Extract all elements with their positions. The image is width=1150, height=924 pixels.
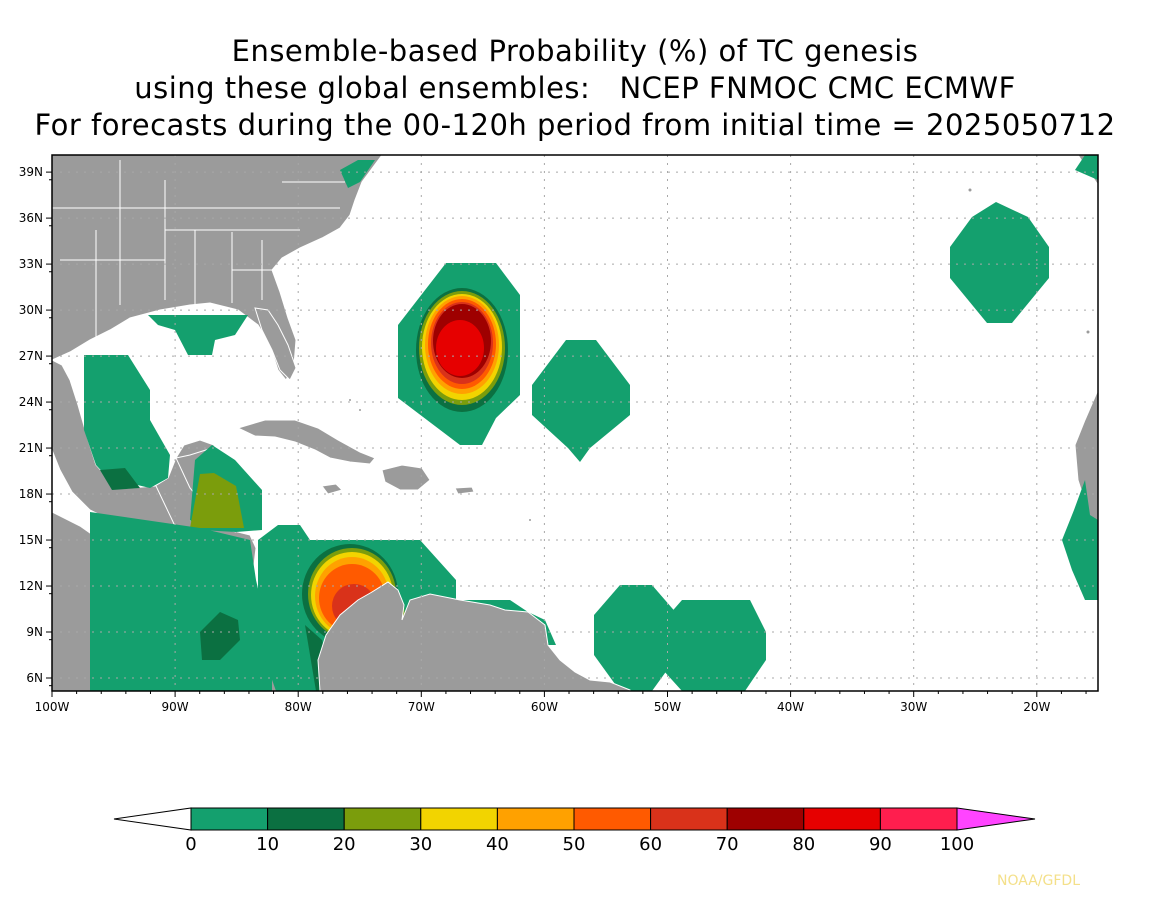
map-title-line-3: For forecasts during the 00-120h period … — [34, 108, 1116, 142]
lat-label: 24N — [19, 395, 43, 409]
lon-label: 90W — [162, 700, 189, 714]
colorbar: 0 10 20 30 40 50 60 70 80 90 100 — [113, 807, 1036, 855]
map-title-line-1: Ensemble-based Probability (%) of TC gen… — [231, 34, 919, 68]
colorbar-swatch — [420, 807, 498, 831]
florida — [254, 307, 297, 381]
prob-region-gulf-north — [148, 315, 248, 355]
prob-region-pacific-core — [200, 612, 240, 660]
prob-region-gulf-west-core — [100, 468, 140, 490]
map-title-line-2: using these global ensembles: NCEP FNMOC… — [134, 71, 1016, 105]
lon-label: 30W — [900, 700, 927, 714]
lon-label: 40W — [777, 700, 804, 714]
lat-label: 15N — [19, 533, 43, 547]
latitude-labels: 39N 36N 33N 30N 27N 24N 21N 18N 15N 12N 9N 6N — [19, 165, 43, 685]
colorbar-label: 80 — [792, 834, 815, 855]
colorbar-swatch — [267, 807, 345, 831]
colorbar-label: 60 — [639, 834, 662, 855]
lon-label: 70W — [408, 700, 435, 714]
colorbar-label: 0 — [185, 834, 196, 855]
colorbar-under — [113, 807, 192, 831]
map-grid — [52, 155, 1098, 691]
colorbar-swatch — [803, 807, 881, 831]
longitude-labels: 100W 90W 80W 70W 60W 50W 40W 30W 20W — [35, 700, 1051, 714]
jamaica — [321, 483, 343, 495]
lat-label: 30N — [19, 303, 43, 317]
prob-region-tropical-east — [654, 600, 766, 691]
puerto-rico — [454, 486, 475, 495]
prob-region-gulf-west — [84, 355, 170, 488]
lat-label: 33N — [19, 257, 43, 271]
colorbar-swatch — [190, 807, 269, 831]
colorbar-swatch — [343, 807, 422, 831]
prob-region-pacific-west — [90, 512, 272, 691]
land-overlay — [236, 419, 631, 691]
lon-label: 20W — [1023, 700, 1050, 714]
colorbar-swatch — [879, 807, 958, 831]
colorbar-label: 30 — [409, 834, 432, 855]
prob-system-atlantic-north — [398, 263, 520, 445]
colorbar-label: 10 — [256, 834, 279, 855]
lat-label: 36N — [19, 211, 43, 225]
colorbar-label: 70 — [716, 834, 739, 855]
colorbar-label: 90 — [869, 834, 892, 855]
colorbar-swatch — [496, 807, 575, 831]
lat-label: 27N — [19, 349, 43, 363]
colorbar-label: 40 — [486, 834, 509, 855]
lat-label: 39N — [19, 165, 43, 179]
colorbar-over — [956, 807, 1036, 831]
colorbar-swatch — [650, 807, 728, 831]
prob-region-mid-atlantic — [340, 160, 375, 188]
lon-label: 80W — [285, 700, 312, 714]
prob-region-africa-north — [1075, 155, 1098, 180]
lat-label: 6N — [26, 671, 43, 685]
lat-label: 9N — [26, 625, 43, 639]
colorbar-label: 100 — [940, 834, 974, 855]
colorbar-swatch — [573, 807, 652, 831]
colorbar-swatch — [726, 807, 805, 831]
prob-region-northeast — [950, 202, 1049, 323]
lon-label: 50W — [654, 700, 681, 714]
credit-label: NOAA/GFDL — [997, 873, 1080, 889]
lon-label: 100W — [35, 700, 70, 714]
lat-label: 18N — [19, 487, 43, 501]
colorbar-label: 50 — [563, 834, 586, 855]
prob-region-central — [532, 340, 630, 462]
axis-ticks — [46, 171, 1087, 697]
lon-label: 60W — [531, 700, 558, 714]
colorbar-label: 20 — [333, 834, 356, 855]
map-frame — [51, 154, 1099, 692]
lat-label: 21N — [19, 441, 43, 455]
prob-region-africa-west — [1062, 480, 1098, 600]
lat-label: 12N — [19, 579, 43, 593]
prob-region-yucatan-core — [190, 473, 244, 528]
prob-region-tropical-west — [594, 585, 678, 691]
